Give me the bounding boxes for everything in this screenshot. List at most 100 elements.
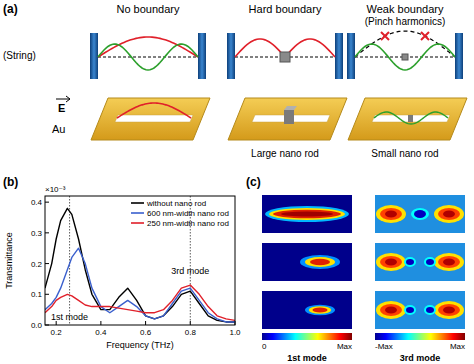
field-contour [406, 259, 414, 265]
colorbar-label: Max [450, 342, 465, 351]
field-contour [313, 308, 328, 313]
slot [372, 115, 450, 122]
legend-swatch [131, 222, 144, 224]
field-label: E [58, 102, 65, 114]
figure: (a)(String)No boundaryHard boundaryLarge… [0, 0, 474, 364]
colorbar-label: 0 [262, 342, 267, 351]
plate [348, 98, 467, 140]
field-contour [406, 307, 414, 313]
field-arrow [56, 96, 70, 102]
row-label: (String) [3, 50, 36, 61]
cross [421, 32, 429, 40]
slot-mode [117, 103, 191, 118]
x-tick [100, 321, 101, 325]
field-contour [404, 305, 416, 315]
wall [198, 33, 206, 79]
y-tick [45, 263, 49, 264]
x-tick-label: 0.2 [51, 328, 63, 337]
colorbar-label: Max [337, 342, 352, 351]
y-tick [45, 232, 49, 233]
axis-scale-label: ×10⁻³ [45, 185, 66, 194]
field-contour [300, 255, 340, 269]
y-tick-label: 0.0 [31, 321, 43, 330]
field-contour [404, 257, 416, 267]
y-tick [45, 294, 49, 295]
gold-plate [91, 98, 210, 140]
string-diagram [347, 31, 463, 79]
wall [347, 33, 355, 79]
legend: without nano rod600 nm-width nano rod250… [131, 199, 229, 228]
plot-frame [45, 196, 235, 325]
field-contour [310, 259, 330, 265]
wall [455, 33, 463, 79]
x-tick-label: 0.4 [95, 328, 107, 337]
plate [228, 98, 347, 140]
y-tick [45, 202, 49, 203]
field-contour [426, 259, 434, 265]
series-line [45, 208, 235, 322]
field-contour [424, 305, 436, 315]
field-contour [281, 212, 333, 217]
field-contour [414, 210, 426, 218]
field-contour [376, 205, 406, 223]
field-contour [376, 253, 406, 271]
field-map [262, 195, 352, 233]
y-tick-label: 0.4 [31, 198, 43, 207]
field-contour [434, 205, 464, 223]
rod [284, 110, 294, 124]
field-contour [411, 208, 429, 220]
field-contour [305, 257, 335, 267]
mode-3 [355, 44, 455, 70]
wall [90, 33, 98, 79]
y-tick-label: 0.2 [31, 260, 43, 269]
field-contour [385, 259, 397, 266]
field-map [262, 243, 352, 281]
field-contour [269, 208, 345, 220]
y-tick-label: 0.3 [31, 229, 43, 238]
series-line [45, 248, 235, 322]
column-title: Hard boundary [249, 3, 322, 15]
colorbar-label: -Max [375, 342, 393, 351]
field-contour [273, 210, 341, 218]
x-tick [145, 321, 146, 325]
gold-plate [228, 98, 347, 140]
string-diagram [90, 33, 206, 79]
rod [402, 54, 408, 60]
map-background [375, 291, 465, 329]
legend-swatch [131, 202, 144, 204]
column-label: 1st mode [287, 353, 327, 363]
panel-label: (c) [246, 175, 261, 189]
mode-3 [98, 44, 198, 70]
legend-swatch [131, 212, 144, 214]
field-contour [385, 211, 397, 218]
field-contour [380, 304, 402, 316]
material-label: Au [52, 123, 65, 135]
wall [335, 33, 343, 79]
plot-area [45, 196, 235, 325]
field-contour [380, 256, 402, 268]
field-contour [438, 208, 460, 220]
panel-label: (b) [3, 175, 18, 189]
map-background [262, 195, 352, 233]
field-map [375, 243, 465, 281]
column-title: No boundary [117, 3, 180, 15]
field-contour [376, 301, 406, 319]
annotation: 3rd mode [171, 266, 209, 276]
field-contour [309, 306, 332, 314]
plate [91, 98, 210, 140]
field-map [262, 291, 352, 329]
cross [381, 32, 389, 40]
rod-top [284, 106, 297, 110]
wall [227, 33, 235, 79]
map-background [375, 243, 465, 281]
column-caption: Large nano rod [251, 148, 319, 159]
rod [280, 52, 290, 62]
slot-mode [374, 112, 448, 124]
column-subtitle: (Pinch harmonics) [365, 16, 446, 27]
string-diagram [227, 33, 343, 79]
field-contour [434, 301, 464, 319]
field-contour [443, 259, 455, 266]
slot [115, 115, 193, 122]
colorbar [262, 333, 352, 340]
axes: 0.20.40.60.81.00.00.10.20.30.4 [31, 198, 241, 337]
